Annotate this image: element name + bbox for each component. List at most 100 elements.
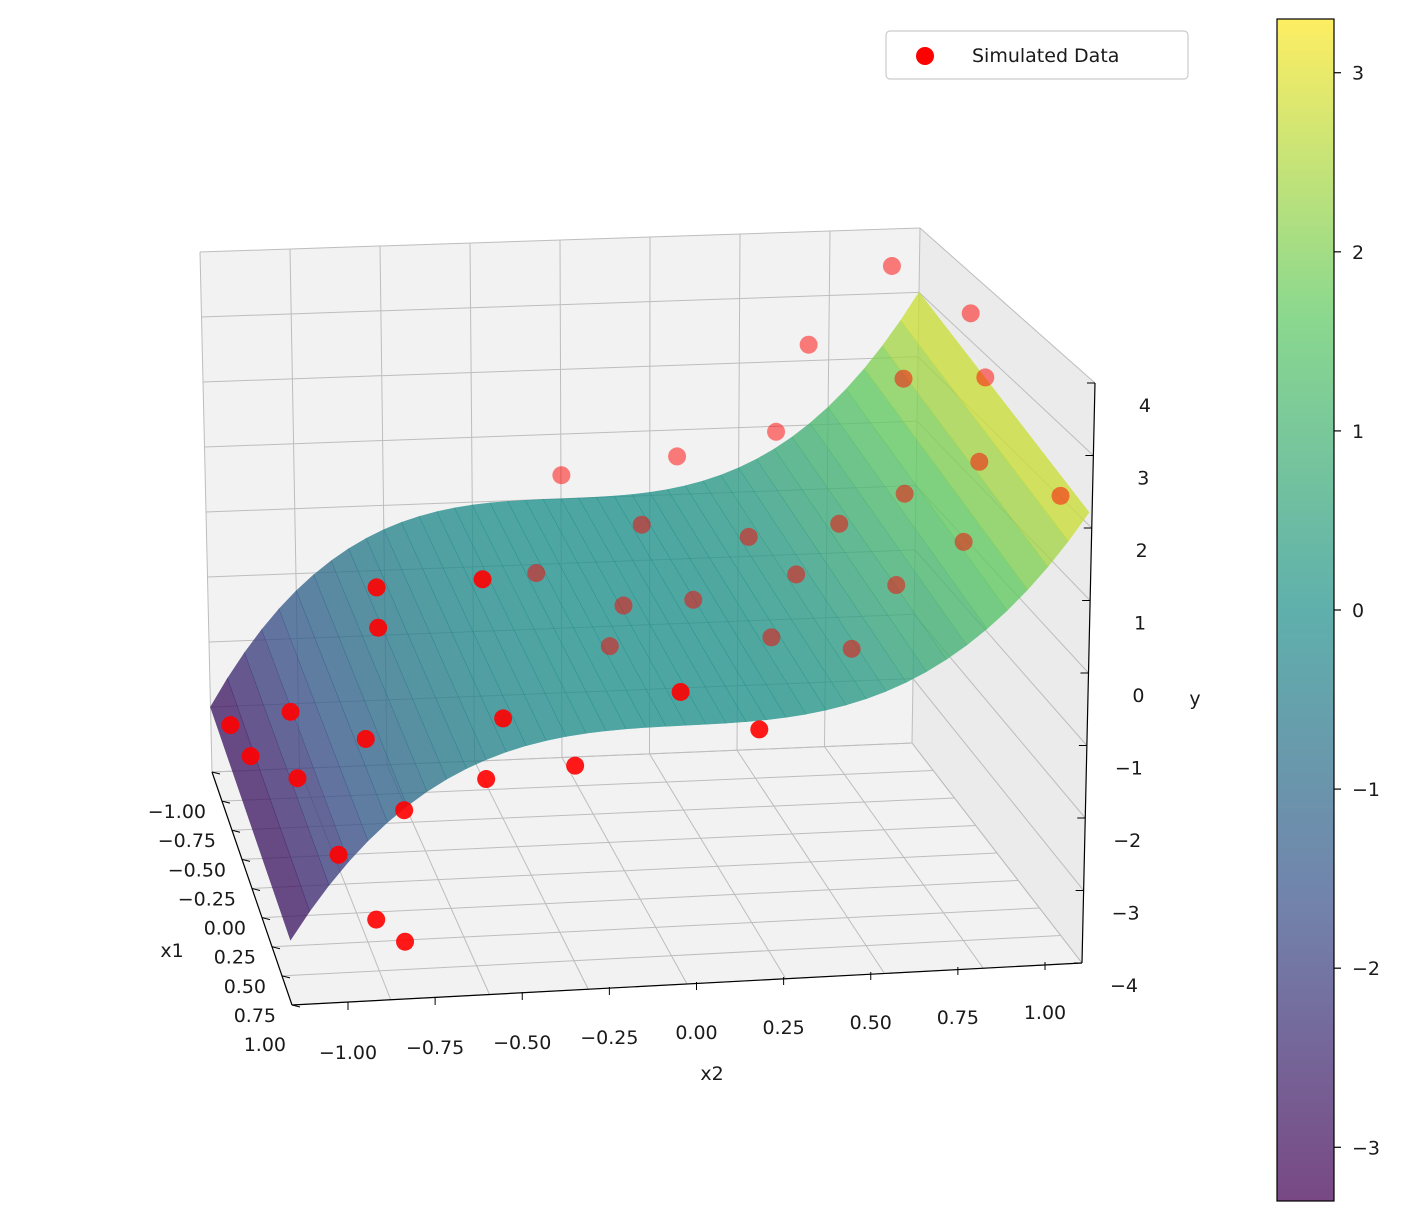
grid-line xyxy=(202,356,919,383)
data-point xyxy=(684,590,703,609)
x2-tick-label: 1.00 xyxy=(1024,1002,1066,1024)
data-point xyxy=(970,452,989,471)
x1-tick-label: −0.50 xyxy=(168,859,226,881)
x2-axis-label: x2 xyxy=(700,1063,723,1085)
grid-line xyxy=(199,227,921,253)
x2-tick-label: 0.25 xyxy=(762,1017,804,1039)
y-axis-label: y xyxy=(1189,688,1200,710)
data-point xyxy=(395,801,414,820)
y-tick-label: 3 xyxy=(1137,468,1149,490)
x1-tick xyxy=(231,829,241,833)
legend: Simulated Data xyxy=(885,30,1189,80)
data-point xyxy=(668,447,687,466)
data-point xyxy=(976,368,995,387)
x1-tick xyxy=(271,946,281,950)
data-point xyxy=(367,910,386,929)
data-point xyxy=(527,564,546,583)
x1-tick-label: −0.25 xyxy=(178,888,236,910)
grid-line xyxy=(919,227,1096,384)
grid-line xyxy=(201,291,920,318)
y-tick-label: 0 xyxy=(1132,685,1144,707)
y-tick-label: 1 xyxy=(1134,613,1146,635)
colorbar-tick-label: −1 xyxy=(1352,779,1380,801)
grid-line xyxy=(824,746,984,969)
data-point xyxy=(494,709,513,728)
data-point xyxy=(894,369,913,388)
x1-tick xyxy=(291,1004,301,1008)
data-point xyxy=(750,720,769,739)
x2-tick-label: −0.25 xyxy=(580,1027,638,1049)
data-point xyxy=(600,637,619,656)
y-tick-label: −2 xyxy=(1113,830,1141,852)
y-tick-label: −1 xyxy=(1115,758,1143,780)
legend-box xyxy=(885,30,1189,80)
x1-tick xyxy=(211,771,221,775)
colorbar-ticks: 3 2 1 0 −1 −2 −3 xyxy=(1334,63,1380,1159)
data-point xyxy=(221,716,240,735)
y-tick-label: −4 xyxy=(1110,975,1138,997)
data-point xyxy=(396,932,415,951)
x1-tick xyxy=(221,800,231,804)
data-point xyxy=(954,532,973,551)
data-point xyxy=(329,845,348,864)
grid-line xyxy=(912,678,1085,891)
data-point xyxy=(739,527,758,546)
surface-strip xyxy=(900,291,1090,542)
x1-tick-label: 0.00 xyxy=(204,918,246,940)
data-point xyxy=(887,576,906,595)
x1-tick-label: 0.75 xyxy=(234,1005,276,1027)
data-point xyxy=(477,770,496,789)
axis-lines xyxy=(211,382,1096,1010)
grid-line xyxy=(251,852,998,889)
data-point xyxy=(367,578,386,597)
y-tick-label: −3 xyxy=(1112,903,1140,925)
x1-tick-label: −1.00 xyxy=(148,801,206,823)
colorbar: 3 2 1 0 −1 −2 −3 xyxy=(1276,18,1380,1202)
x2-tick-label: 0.00 xyxy=(675,1022,717,1044)
data-point xyxy=(895,484,914,503)
data-point xyxy=(842,639,861,658)
x2-tick-label: −1.00 xyxy=(319,1042,377,1064)
data-point xyxy=(356,729,375,748)
legend-marker xyxy=(916,47,934,65)
data-point xyxy=(787,565,806,584)
colorbar-tick-label: 1 xyxy=(1352,421,1364,443)
data-point xyxy=(882,256,901,275)
x1-tick-label: 0.25 xyxy=(214,947,256,969)
legend-label: Simulated Data xyxy=(972,45,1119,67)
data-point xyxy=(830,514,849,533)
grid-line xyxy=(204,420,918,448)
grid-line xyxy=(918,292,1094,456)
x2-axis-line xyxy=(291,962,1083,1006)
x1-axis-label: x1 xyxy=(160,940,183,962)
grid-line xyxy=(261,880,1019,919)
data-point xyxy=(632,515,651,534)
data-point xyxy=(552,466,571,485)
data-point xyxy=(762,628,781,647)
data-point xyxy=(961,304,980,323)
y-tick-label: 4 xyxy=(1139,395,1151,417)
surface-plot xyxy=(210,291,1090,941)
x1-tick-label: −0.75 xyxy=(158,830,216,852)
grid-line xyxy=(281,935,1061,977)
colorbar-tick-label: −3 xyxy=(1352,1137,1380,1159)
data-point xyxy=(799,335,818,354)
x1-tick-label: 1.00 xyxy=(244,1034,286,1056)
x2-tick-label: 0.75 xyxy=(937,1007,979,1029)
x2-tick-label: 0.50 xyxy=(850,1012,892,1034)
x2-tick-label: −0.75 xyxy=(406,1037,464,1059)
x1-tick xyxy=(241,858,251,862)
y-tick-label: 2 xyxy=(1136,540,1148,562)
data-point xyxy=(767,422,786,441)
grid-line xyxy=(649,753,787,980)
data-point xyxy=(671,682,690,701)
x1-tick xyxy=(261,917,271,921)
colorbar-tick-label: 2 xyxy=(1352,242,1364,264)
data-point xyxy=(281,702,300,721)
data-point xyxy=(241,747,260,766)
data-point xyxy=(473,570,492,589)
floor-pane xyxy=(212,743,1082,1005)
colorbar-tick-label: 0 xyxy=(1352,600,1364,622)
data-points xyxy=(221,256,1070,951)
